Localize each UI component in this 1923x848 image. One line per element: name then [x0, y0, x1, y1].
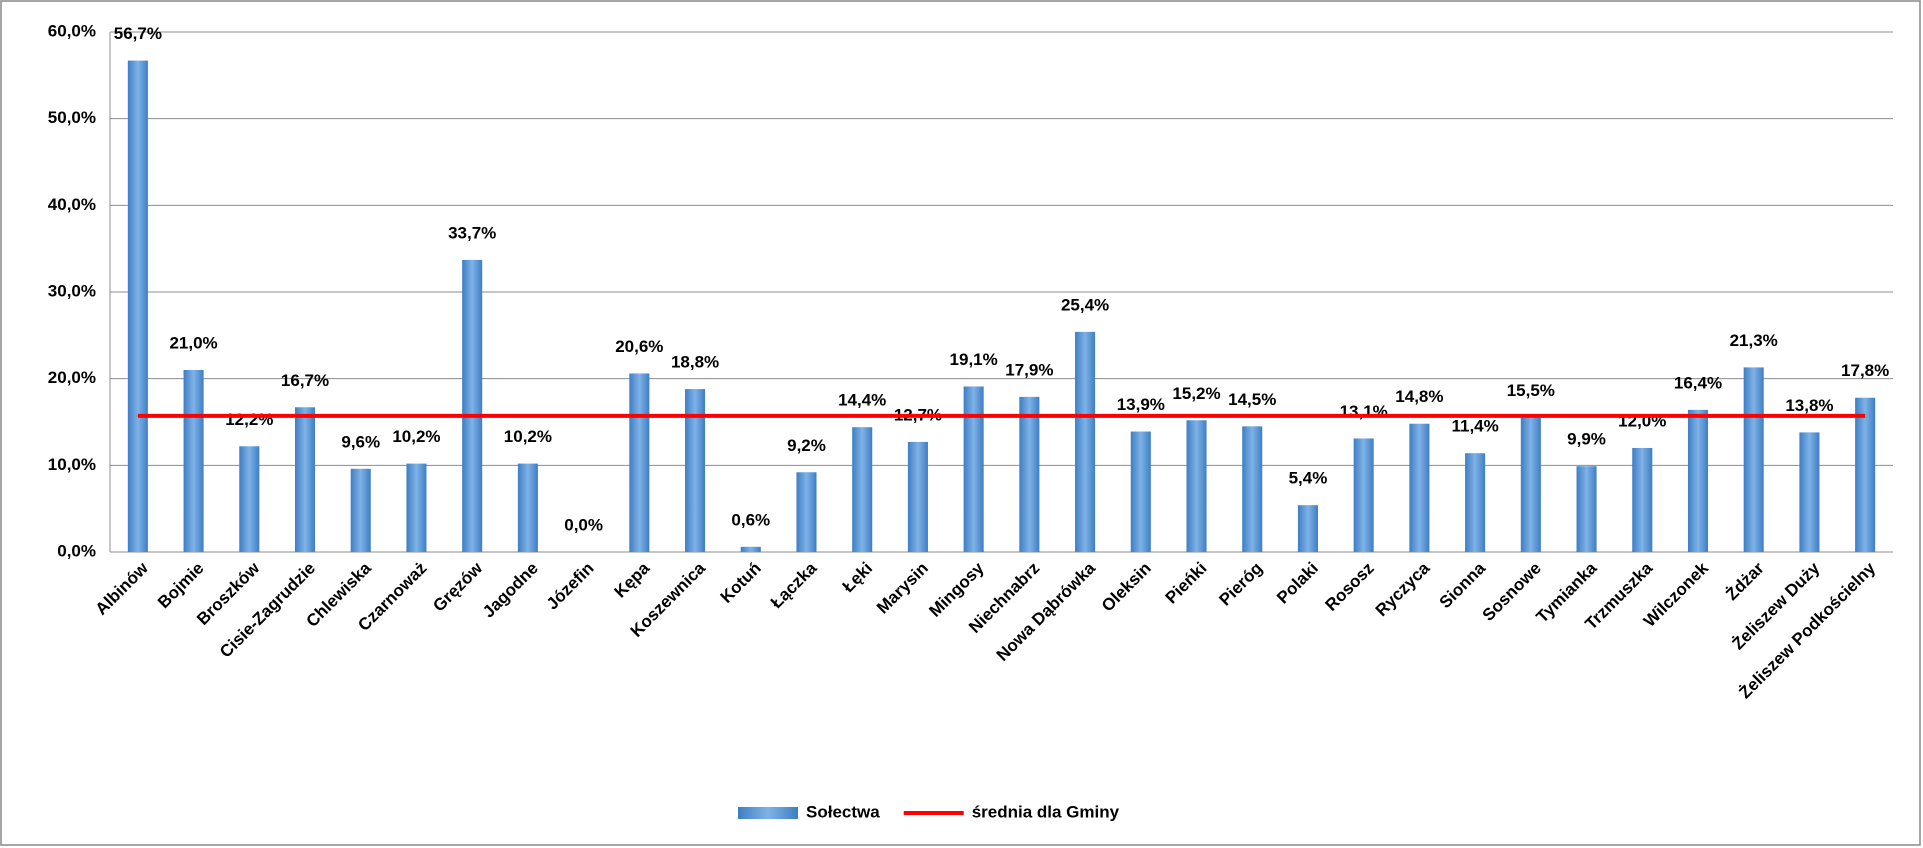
bar	[740, 546, 761, 552]
data-label: 15,5%	[1507, 381, 1555, 400]
bar	[1520, 417, 1541, 552]
data-label: 14,5%	[1228, 390, 1276, 409]
bar	[1799, 432, 1820, 552]
bar	[127, 60, 148, 552]
bar	[1409, 423, 1430, 552]
data-label: 0,6%	[731, 510, 770, 529]
data-label: 13,1%	[1340, 402, 1388, 421]
data-label: 13,9%	[1117, 395, 1165, 414]
bar	[406, 463, 427, 552]
data-label: 16,7%	[281, 371, 329, 390]
bar	[685, 389, 706, 552]
bar	[1855, 397, 1876, 552]
y-tick-label: 60,0%	[48, 21, 96, 40]
bar	[1687, 409, 1709, 552]
bar	[183, 370, 204, 552]
bar	[517, 463, 538, 552]
bar	[1632, 448, 1653, 552]
bar	[907, 441, 928, 552]
data-label: 9,6%	[341, 432, 380, 451]
bar	[350, 468, 371, 552]
data-label: 10,2%	[504, 427, 552, 446]
data-label: 17,9%	[1005, 360, 1053, 379]
y-tick-label: 40,0%	[48, 195, 96, 214]
data-label: 25,4%	[1061, 295, 1109, 314]
data-label: 12,2%	[225, 410, 273, 429]
bar	[462, 259, 483, 552]
bar	[1576, 466, 1597, 552]
bar	[1297, 505, 1318, 552]
y-tick-label: 50,0%	[48, 108, 96, 127]
data-label: 18,8%	[671, 353, 719, 372]
bar	[852, 427, 873, 552]
bar	[1130, 431, 1151, 552]
bar	[239, 446, 260, 552]
bar	[1075, 331, 1096, 552]
data-label: 0,0%	[564, 515, 603, 534]
data-label: 19,1%	[950, 350, 998, 369]
legend-label: Sołectwa	[806, 802, 880, 821]
data-label: 20,6%	[615, 337, 663, 356]
data-label: 15,2%	[1172, 384, 1220, 403]
data-label: 5,4%	[1289, 469, 1328, 488]
data-label: 11,4%	[1451, 417, 1498, 436]
data-label: 9,9%	[1567, 430, 1606, 449]
legend-swatch	[738, 807, 798, 819]
data-label: 13,8%	[1785, 396, 1833, 415]
bar	[796, 472, 817, 552]
bar	[1242, 426, 1263, 552]
data-label: 14,4%	[838, 391, 886, 410]
y-tick-label: 20,0%	[48, 368, 96, 387]
data-label: 56,7%	[114, 24, 162, 43]
data-label: 21,0%	[169, 333, 217, 352]
bar	[629, 373, 650, 552]
data-label: 16,4%	[1674, 373, 1722, 392]
y-tick-label: 30,0%	[48, 281, 96, 300]
y-tick-label: 0,0%	[57, 541, 96, 560]
bar	[1743, 367, 1764, 552]
bar	[1465, 453, 1486, 552]
data-label: 17,8%	[1841, 361, 1889, 380]
bar	[1019, 396, 1040, 552]
data-label: 14,8%	[1395, 387, 1443, 406]
data-label: 9,2%	[787, 436, 826, 455]
data-label: 33,7%	[448, 223, 496, 242]
y-tick-label: 10,0%	[48, 455, 96, 474]
data-label: 21,3%	[1730, 331, 1778, 350]
legend-label: średnia dla Gminy	[972, 802, 1120, 821]
bar	[294, 407, 316, 552]
bar	[963, 386, 984, 552]
bar	[1186, 420, 1207, 552]
data-label: 10,2%	[392, 427, 440, 446]
bar	[1353, 438, 1374, 552]
